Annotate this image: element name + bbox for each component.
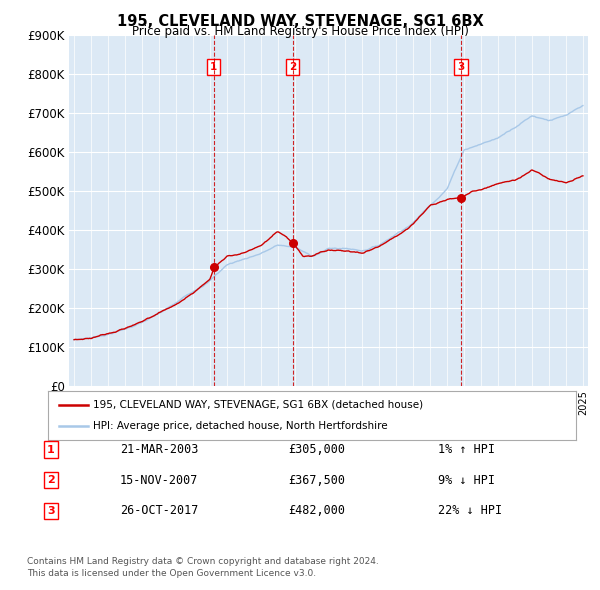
Text: 195, CLEVELAND WAY, STEVENAGE, SG1 6BX: 195, CLEVELAND WAY, STEVENAGE, SG1 6BX <box>116 14 484 28</box>
Text: £367,500: £367,500 <box>288 474 345 487</box>
Text: Price paid vs. HM Land Registry's House Price Index (HPI): Price paid vs. HM Land Registry's House … <box>131 25 469 38</box>
Text: 15-NOV-2007: 15-NOV-2007 <box>120 474 199 487</box>
Text: 1% ↑ HPI: 1% ↑ HPI <box>438 443 495 456</box>
Text: 22% ↓ HPI: 22% ↓ HPI <box>438 504 502 517</box>
Text: 2: 2 <box>289 61 296 71</box>
Text: 195, CLEVELAND WAY, STEVENAGE, SG1 6BX (detached house): 195, CLEVELAND WAY, STEVENAGE, SG1 6BX (… <box>93 399 423 409</box>
Text: 1: 1 <box>210 61 217 71</box>
Text: Contains HM Land Registry data © Crown copyright and database right 2024.: Contains HM Land Registry data © Crown c… <box>27 557 379 566</box>
Text: 3: 3 <box>457 61 464 71</box>
Text: 26-OCT-2017: 26-OCT-2017 <box>120 504 199 517</box>
Text: 1: 1 <box>47 445 55 454</box>
Text: 2: 2 <box>47 476 55 485</box>
Text: This data is licensed under the Open Government Licence v3.0.: This data is licensed under the Open Gov… <box>27 569 316 578</box>
Text: 9% ↓ HPI: 9% ↓ HPI <box>438 474 495 487</box>
Text: £482,000: £482,000 <box>288 504 345 517</box>
Text: 3: 3 <box>47 506 55 516</box>
Text: HPI: Average price, detached house, North Hertfordshire: HPI: Average price, detached house, Nort… <box>93 421 388 431</box>
Text: 21-MAR-2003: 21-MAR-2003 <box>120 443 199 456</box>
Text: £305,000: £305,000 <box>288 443 345 456</box>
